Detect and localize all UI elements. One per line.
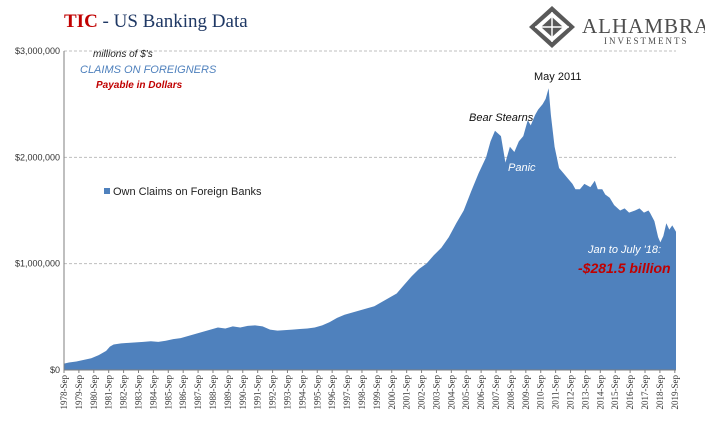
y-tick-label: $2,000,000 — [15, 152, 60, 162]
diamond-lattice-icon — [529, 6, 575, 48]
jan-july-label: Jan to July '18: — [588, 244, 662, 256]
x-tick-label: 1978-Sep — [59, 375, 69, 410]
title-prefix: TIC — [64, 11, 98, 32]
x-tick-label: 1996-Sep — [327, 375, 337, 410]
y-tick-label: $3,000,000 — [15, 46, 60, 56]
x-tick-label: 1991-Sep — [253, 375, 263, 410]
x-tick-label: 1995-Sep — [312, 375, 322, 410]
x-tick-label: 1983-Sep — [133, 375, 143, 410]
chart-title: TIC - US Banking Data — [64, 11, 248, 33]
x-tick-label: 1984-Sep — [148, 375, 158, 410]
x-tick-label: 2017-Sep — [640, 375, 650, 410]
x-tick-label: 2007-Sep — [491, 375, 501, 410]
x-tick-label: 2005-Sep — [461, 375, 471, 410]
x-tick-label: 1980-Sep — [89, 375, 99, 410]
x-tick-label: 2015-Sep — [610, 375, 620, 410]
x-tick-label: 1986-Sep — [178, 375, 188, 410]
bear-stearns-label: Bear Stearns — [469, 112, 534, 124]
x-tick-label: 2003-Sep — [431, 375, 441, 410]
x-tick-label: 1985-Sep — [163, 375, 173, 410]
y-tick-label: $0 — [50, 365, 60, 375]
x-tick-label: 2009-Sep — [521, 375, 531, 410]
title-rest: - US Banking Data — [102, 11, 248, 32]
x-tick-label: 1999-Sep — [372, 375, 382, 410]
x-tick-label: 2008-Sep — [506, 375, 516, 410]
units-note: millions of $'s — [93, 49, 153, 60]
panic-label: Panic — [508, 162, 536, 174]
x-tick-label: 2001-Sep — [402, 375, 412, 410]
legend-swatch — [104, 188, 110, 194]
x-tick-label: 2014-Sep — [595, 375, 605, 410]
x-tick-label: 1993-Sep — [282, 375, 292, 410]
x-tick-label: 2002-Sep — [417, 375, 427, 410]
x-tick-label: 2016-Sep — [625, 375, 635, 410]
logo-subtitle: INVESTMENTS — [604, 36, 689, 46]
x-tick-label: 1989-Sep — [223, 375, 233, 410]
change-label: -$281.5 billion — [578, 260, 671, 276]
claims-note: CLAIMS ON FOREIGNERS — [80, 64, 217, 76]
x-tick-label: 1998-Sep — [357, 375, 367, 410]
payable-note: Payable in Dollars — [96, 80, 183, 91]
x-tick-label: 1981-Sep — [104, 375, 114, 410]
x-tick-label: 2000-Sep — [387, 375, 397, 410]
x-tick-label: 2019-Sep — [670, 375, 680, 410]
x-tick-label: 2018-Sep — [655, 375, 665, 410]
x-tick-label: 2012-Sep — [566, 375, 576, 410]
x-tick-label: 1987-Sep — [193, 375, 203, 410]
logo-name: ALHAMBRA — [582, 14, 705, 38]
x-tick-label: 1994-Sep — [297, 375, 307, 410]
x-tick-label: 1982-Sep — [119, 375, 129, 410]
x-tick-label: 1988-Sep — [208, 375, 218, 410]
x-tick-label: 2006-Sep — [476, 375, 486, 410]
x-tick-label: 2013-Sep — [580, 375, 590, 410]
x-tick-label: 1997-Sep — [342, 375, 352, 410]
series-area — [64, 88, 676, 370]
x-tick-label: 1990-Sep — [238, 375, 248, 410]
x-tick-label: 1992-Sep — [268, 375, 278, 410]
x-tick-label: 2010-Sep — [536, 375, 546, 410]
x-tick-label: 1979-Sep — [74, 375, 84, 410]
x-tick-label: 2011-Sep — [551, 375, 561, 410]
x-tick-label: 2004-Sep — [446, 375, 456, 410]
legend-entry: Own Claims on Foreign Banks — [113, 186, 262, 198]
may-2011-label: May 2011 — [534, 71, 582, 83]
y-tick-label: $1,000,000 — [15, 259, 60, 269]
